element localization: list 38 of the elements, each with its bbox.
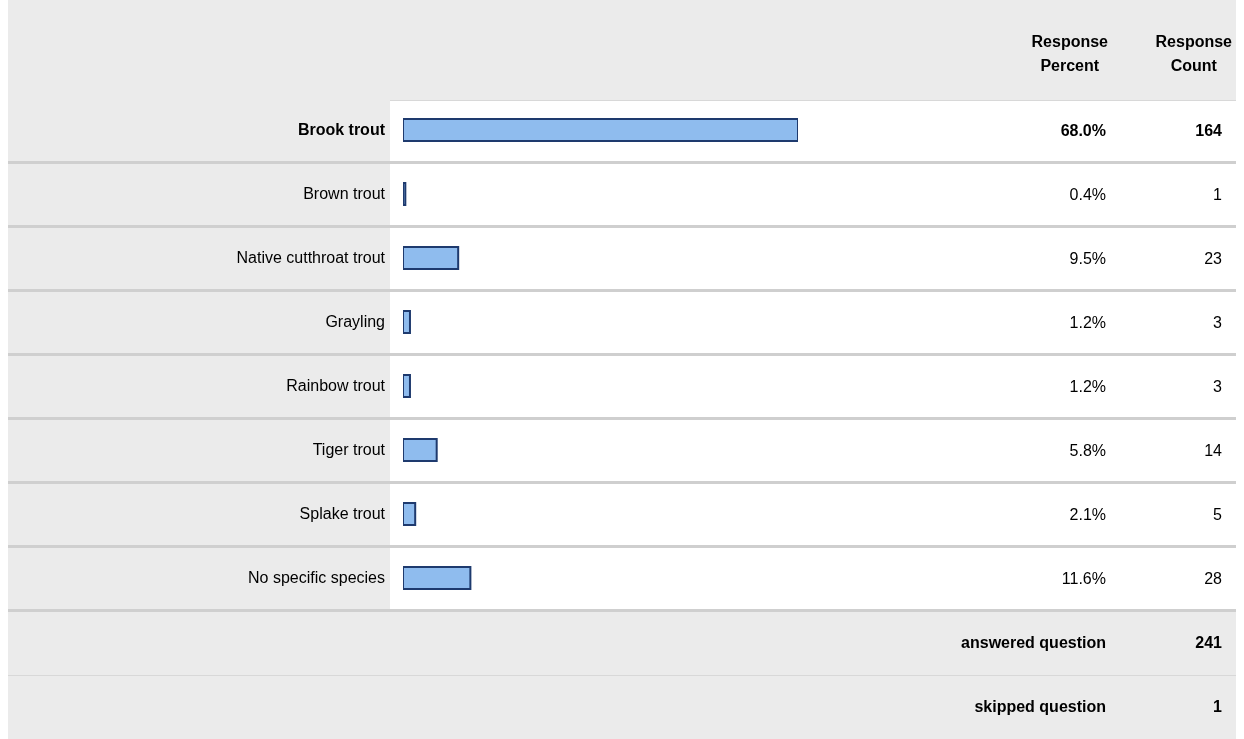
data-label: 11.6% xyxy=(1061,570,1106,588)
data-label: 5.8% xyxy=(1069,442,1106,460)
text: 23 xyxy=(1204,250,1222,268)
data-label: 2.1% xyxy=(1069,506,1106,524)
bar xyxy=(403,502,417,526)
y-tick-label: Grayling xyxy=(325,313,385,330)
text: answered question xyxy=(961,634,1106,652)
text: 3 xyxy=(1213,378,1222,396)
y-tick-label: Rainbow trout xyxy=(286,377,386,394)
text: 241 xyxy=(1195,634,1222,652)
bar xyxy=(403,374,411,398)
data-label: 1.2% xyxy=(1069,314,1106,332)
text: 1 xyxy=(1213,698,1222,716)
text: 5 xyxy=(1213,506,1222,524)
y-tick-label: Brook trout xyxy=(297,121,386,138)
y-tick-label: Brown trout xyxy=(303,185,386,202)
data-label: 0.4% xyxy=(1069,186,1106,204)
y-tick-label: No specific species xyxy=(248,569,385,586)
bar xyxy=(403,182,407,206)
data-label: 9.5% xyxy=(1069,250,1106,268)
text: 164 xyxy=(1195,122,1222,140)
text: Response Count xyxy=(1155,32,1232,76)
bar xyxy=(403,246,460,270)
bar xyxy=(403,310,411,334)
text: skipped question xyxy=(974,698,1106,716)
bar xyxy=(403,118,798,142)
text: 1 xyxy=(1213,186,1222,204)
y-tick-label: Native cutthroat trout xyxy=(236,249,386,266)
text: Response Percent xyxy=(1031,32,1108,76)
text: 3 xyxy=(1213,314,1222,332)
data-label: 68.0% xyxy=(1060,122,1106,140)
data-label: 1.2% xyxy=(1069,378,1106,396)
text: 14 xyxy=(1204,442,1222,460)
y-tick-label: Tiger trout xyxy=(312,441,386,458)
text: 28 xyxy=(1204,570,1222,588)
bar xyxy=(403,438,438,462)
y-tick-label: Splake trout xyxy=(299,505,386,522)
bar xyxy=(403,566,472,590)
